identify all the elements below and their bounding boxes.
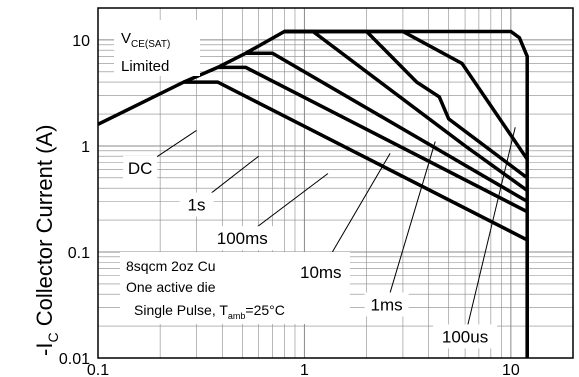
y-tick-label: 0.1 — [68, 245, 90, 262]
leader-line-1ms — [386, 141, 436, 305]
y-axis-label-sub: C — [45, 332, 61, 342]
x-tick-label: 10 — [502, 362, 520, 377]
curve-label-10ms: 10ms — [300, 263, 342, 282]
curve-label-backdrop-100us — [433, 324, 498, 349]
curve-label-100us: 100us — [442, 327, 488, 346]
vce-sat-main: V — [121, 30, 131, 47]
y-axis-label: -IC Collector Current (A) — [32, 125, 61, 356]
curve-label-backdrop-10ms — [293, 259, 348, 284]
curve-label-backdrop-1s — [179, 192, 214, 217]
y-axis-label-main: -I — [32, 343, 57, 356]
conditions-line-3-sub: amb — [228, 311, 246, 321]
plot-frame — [97, 7, 574, 359]
curve-label-backdrop-1ms — [364, 292, 409, 317]
y-tick-label: 10 — [72, 33, 90, 50]
series-line-1s — [183, 65, 528, 214]
y-tick-label: 1 — [81, 139, 90, 156]
leader-line-100us — [464, 127, 516, 337]
vce-sat-annotation: VCE(SAT) Limited — [114, 20, 200, 76]
curve-label-1s: 1s — [188, 196, 206, 215]
x-tick-label: 0.1 — [87, 362, 109, 377]
vce-sat-sub: CE(SAT) — [131, 39, 170, 50]
curve-label-backdrop-100ms — [210, 226, 275, 251]
curve-label-1ms: 1ms — [371, 295, 403, 314]
curve-label-layer: DC 1s 100ms 10ms 1ms 100us — [123, 155, 498, 349]
vce-sat-text: VCE(SAT) — [121, 30, 170, 50]
y-tick-label: 0.01 — [59, 351, 90, 368]
curve-label-100ms: 100ms — [217, 229, 268, 248]
conditions-line-3: Single Pulse, Tamb=25°C — [134, 302, 285, 321]
series-line-100ms — [216, 51, 529, 203]
curve-label-dc: DC — [128, 159, 153, 178]
series-line-envelope — [284, 29, 529, 358]
conditions-line-1: 8sqcm 2oz Cu — [126, 258, 215, 274]
curve-label-backdrop-dc — [123, 155, 158, 180]
conditions-line-3-main: Single Pulse, T — [134, 302, 228, 318]
conditions-line-3-rest: =25°C — [245, 302, 284, 318]
vce-sat-backdrop — [114, 20, 200, 76]
conditions-line-2: One active die — [126, 279, 216, 295]
y-axis-label-rest: Collector Current (A) — [32, 125, 57, 333]
limited-text: Limited — [121, 58, 169, 75]
series-layer — [97, 29, 529, 358]
x-tick-label: 1 — [300, 362, 309, 377]
